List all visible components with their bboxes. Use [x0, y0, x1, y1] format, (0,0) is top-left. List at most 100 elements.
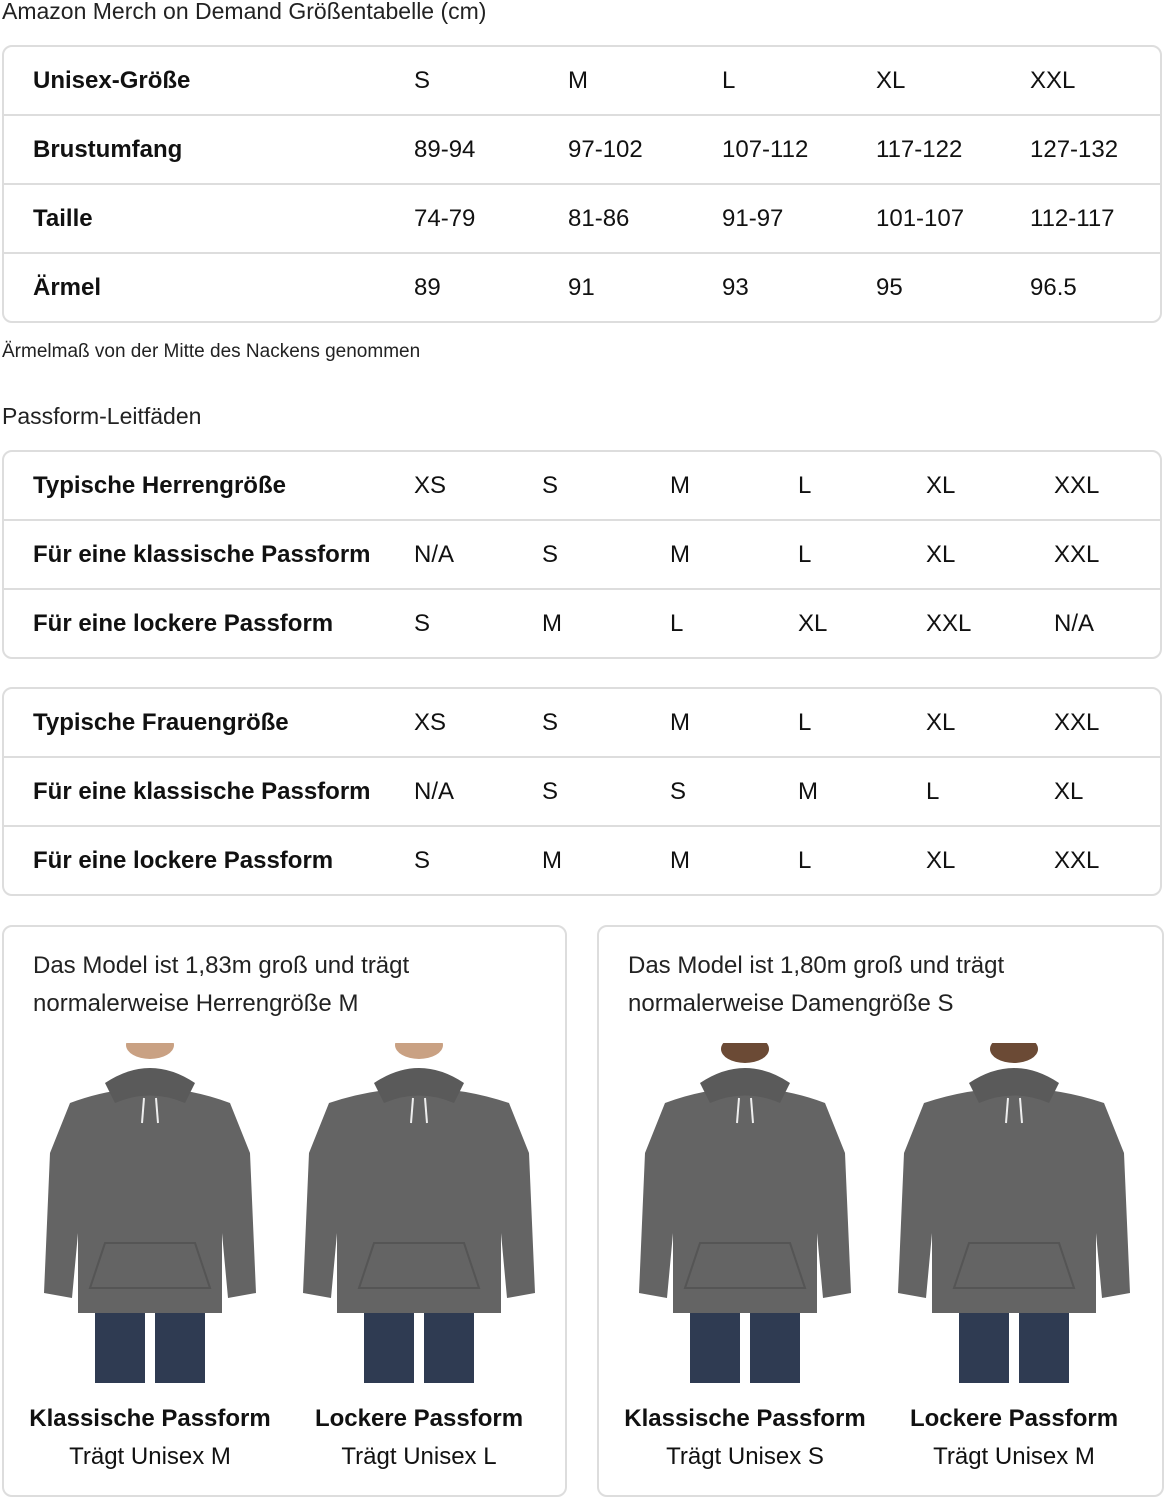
table-cell: XXL — [926, 610, 972, 637]
table-cell: 96.5 — [1030, 274, 1077, 301]
table-cell: M — [798, 778, 818, 805]
table-cell: M — [670, 709, 690, 736]
table-cell: 107-112 — [722, 136, 809, 163]
women-fit-table: Typische Frauengröße XS S M L XL XXL Für eine k… — [2, 687, 1162, 896]
table-cell: M — [670, 847, 690, 874]
table-cell: N/A — [414, 541, 455, 568]
table-cell: L — [926, 778, 940, 805]
unisex-size-table: Unisex-Größe S M L XL XXL Brustumfang 89-94 97-1… — [2, 45, 1162, 323]
table-cell: 93 — [722, 274, 749, 301]
model-photo — [884, 1035, 1144, 1388]
table-cell: 127-132 — [1030, 136, 1119, 163]
row-label: Unisex-Größe — [33, 67, 191, 94]
page-title: Amazon Merch on Demand Größentabelle (cm… — [2, 0, 487, 24]
model-photo — [615, 1035, 875, 1388]
table-cell: XXL — [1054, 847, 1100, 874]
table-cell: M — [542, 610, 562, 637]
caption-line: normalerweise Herrengröße M — [33, 990, 359, 1017]
table-cell: XL — [1054, 778, 1084, 805]
table-cell: L — [722, 67, 736, 94]
fit-label: Lockere Passform — [909, 1405, 1119, 1432]
wears-size: Trägt Unisex S — [666, 1443, 824, 1470]
table-row: Typische Frauengröße XS S M L XL XXL — [4, 689, 1160, 756]
wears-size: Trägt Unisex M — [69, 1443, 231, 1470]
row-label: Für eine klassische Passform — [33, 541, 371, 568]
table-cell: XS — [414, 709, 447, 736]
table-cell: XL — [926, 541, 956, 568]
table-cell: L — [670, 610, 684, 637]
table-cell: 91 — [568, 274, 595, 301]
table-cell: 97-102 — [568, 136, 643, 163]
table-cell: 89-94 — [414, 136, 476, 163]
model-caption: Das Model ist 1,83m groß und trägt normal… — [33, 947, 409, 1023]
table-cell: XL — [798, 610, 828, 637]
table-cell: S — [542, 472, 559, 499]
table-row: Für eine lockere Passform S M L XL XXL N/A — [4, 588, 1160, 657]
table-cell: S — [414, 67, 431, 94]
table-cell: 89 — [414, 274, 441, 301]
table-row: Ärmel 89 91 93 95 96.5 — [4, 252, 1160, 321]
row-label: Für eine lockere Passform — [33, 847, 334, 874]
caption-line: normalerweise Damengröße S — [628, 990, 954, 1017]
table-cell: 81-86 — [568, 205, 630, 232]
table-cell: S — [670, 778, 687, 805]
table-row: Für eine klassische Passform N/A S M L XL XXL — [4, 519, 1160, 588]
table-cell: XXL — [1030, 67, 1076, 94]
table-row: Für eine lockere Passform S M M L XL XXL — [4, 825, 1160, 894]
table-cell: M — [568, 67, 588, 94]
table-cell: XXL — [1054, 472, 1100, 499]
fit-label: Klassische Passform — [29, 1405, 271, 1432]
sleeve-note: Ärmelmaß von der Mitte des Nackens genom… — [2, 341, 421, 362]
table-row: Taille 74-79 81-86 91-97 101-107 112-117 — [4, 183, 1160, 252]
row-label: Ärmel — [33, 274, 102, 301]
table-cell: S — [542, 541, 559, 568]
table-cell: XXL — [1054, 709, 1100, 736]
women-model-card: Das Model ist 1,80m groß und trägt normal… — [597, 925, 1164, 1497]
table-cell: M — [670, 472, 690, 499]
table-cell: 112-117 — [1030, 205, 1115, 232]
model-caption: Das Model ist 1,80m groß und trägt normal… — [628, 947, 1004, 1023]
table-cell: N/A — [414, 778, 455, 805]
table-cell: L — [798, 709, 812, 736]
model-photo — [289, 1031, 549, 1388]
table-cell: XXL — [1054, 541, 1100, 568]
table-row: Für eine klassische Passform N/A S S M L XL — [4, 756, 1160, 825]
fit-label: Klassische Passform — [624, 1405, 866, 1432]
table-row: Brustumfang 89-94 97-102 107-112 117-122 127-… — [4, 114, 1160, 183]
table-cell: M — [670, 541, 690, 568]
caption-line: Das Model ist 1,80m groß und trägt — [628, 952, 1005, 979]
table-cell: XS — [414, 472, 447, 499]
table-cell: 95 — [876, 274, 903, 301]
table-cell: L — [798, 847, 812, 874]
table-cell: XL — [926, 709, 956, 736]
men-fit-table: Typische Herrengröße XS S M L XL XXL Für eine k… — [2, 450, 1162, 659]
fit-label: Lockere Passform — [314, 1405, 524, 1432]
fit-guides-title: Passform-Leitfäden — [2, 403, 202, 429]
wears-size: Trägt Unisex M — [933, 1443, 1095, 1470]
row-label: Typische Frauengröße — [33, 709, 289, 736]
table-cell: L — [798, 541, 812, 568]
table-cell: N/A — [1054, 610, 1095, 637]
table-cell: 74-79 — [414, 205, 476, 232]
table-cell: XL — [926, 847, 956, 874]
table-cell: S — [542, 778, 559, 805]
table-cell: 101-107 — [876, 205, 965, 232]
row-label: Taille — [33, 205, 93, 232]
men-model-card: Das Model ist 1,83m groß und trägt normal… — [2, 925, 567, 1497]
table-cell: 117-122 — [876, 136, 963, 163]
table-cell: XL — [926, 472, 956, 499]
table-cell: XL — [876, 67, 906, 94]
table-cell: S — [414, 847, 431, 874]
table-cell: M — [542, 847, 562, 874]
caption-line: Das Model ist 1,83m groß und trägt — [33, 952, 410, 979]
row-label: Typische Herrengröße — [33, 472, 286, 499]
table-row: Typische Herrengröße XS S M L XL XXL — [4, 452, 1160, 519]
model-photo — [20, 1031, 280, 1388]
wears-size: Trägt Unisex L — [341, 1443, 497, 1470]
table-cell: L — [798, 472, 812, 499]
row-label: Für eine klassische Passform — [33, 778, 371, 805]
table-row: Unisex-Größe S M L XL XXL — [4, 47, 1160, 114]
row-label: Brustumfang — [33, 136, 183, 163]
table-cell: S — [414, 610, 431, 637]
row-label: Für eine lockere Passform — [33, 610, 334, 637]
